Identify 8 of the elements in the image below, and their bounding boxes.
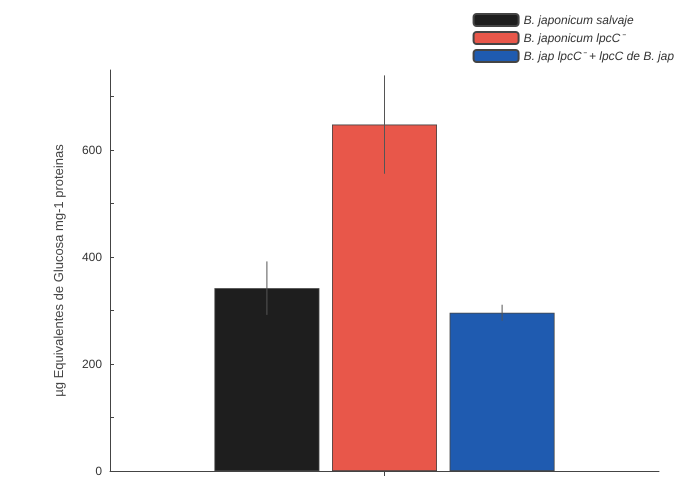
y-tick-label: 200 (82, 357, 102, 372)
legend-label: B. japonicum salvaje (524, 13, 634, 27)
y-axis-title: µg Equivalentes de Glucosa mg-1 proteinas (51, 144, 66, 397)
legend-label: B. japonicum lpcC⁻ (524, 31, 626, 45)
y-tick-label: 0 (95, 464, 102, 478)
legend-label: B. jap lpcC⁻ + lpcC de B. jap (524, 49, 674, 63)
y-tick-label: 600 (82, 143, 102, 158)
y-tick-label: 400 (82, 250, 102, 264)
